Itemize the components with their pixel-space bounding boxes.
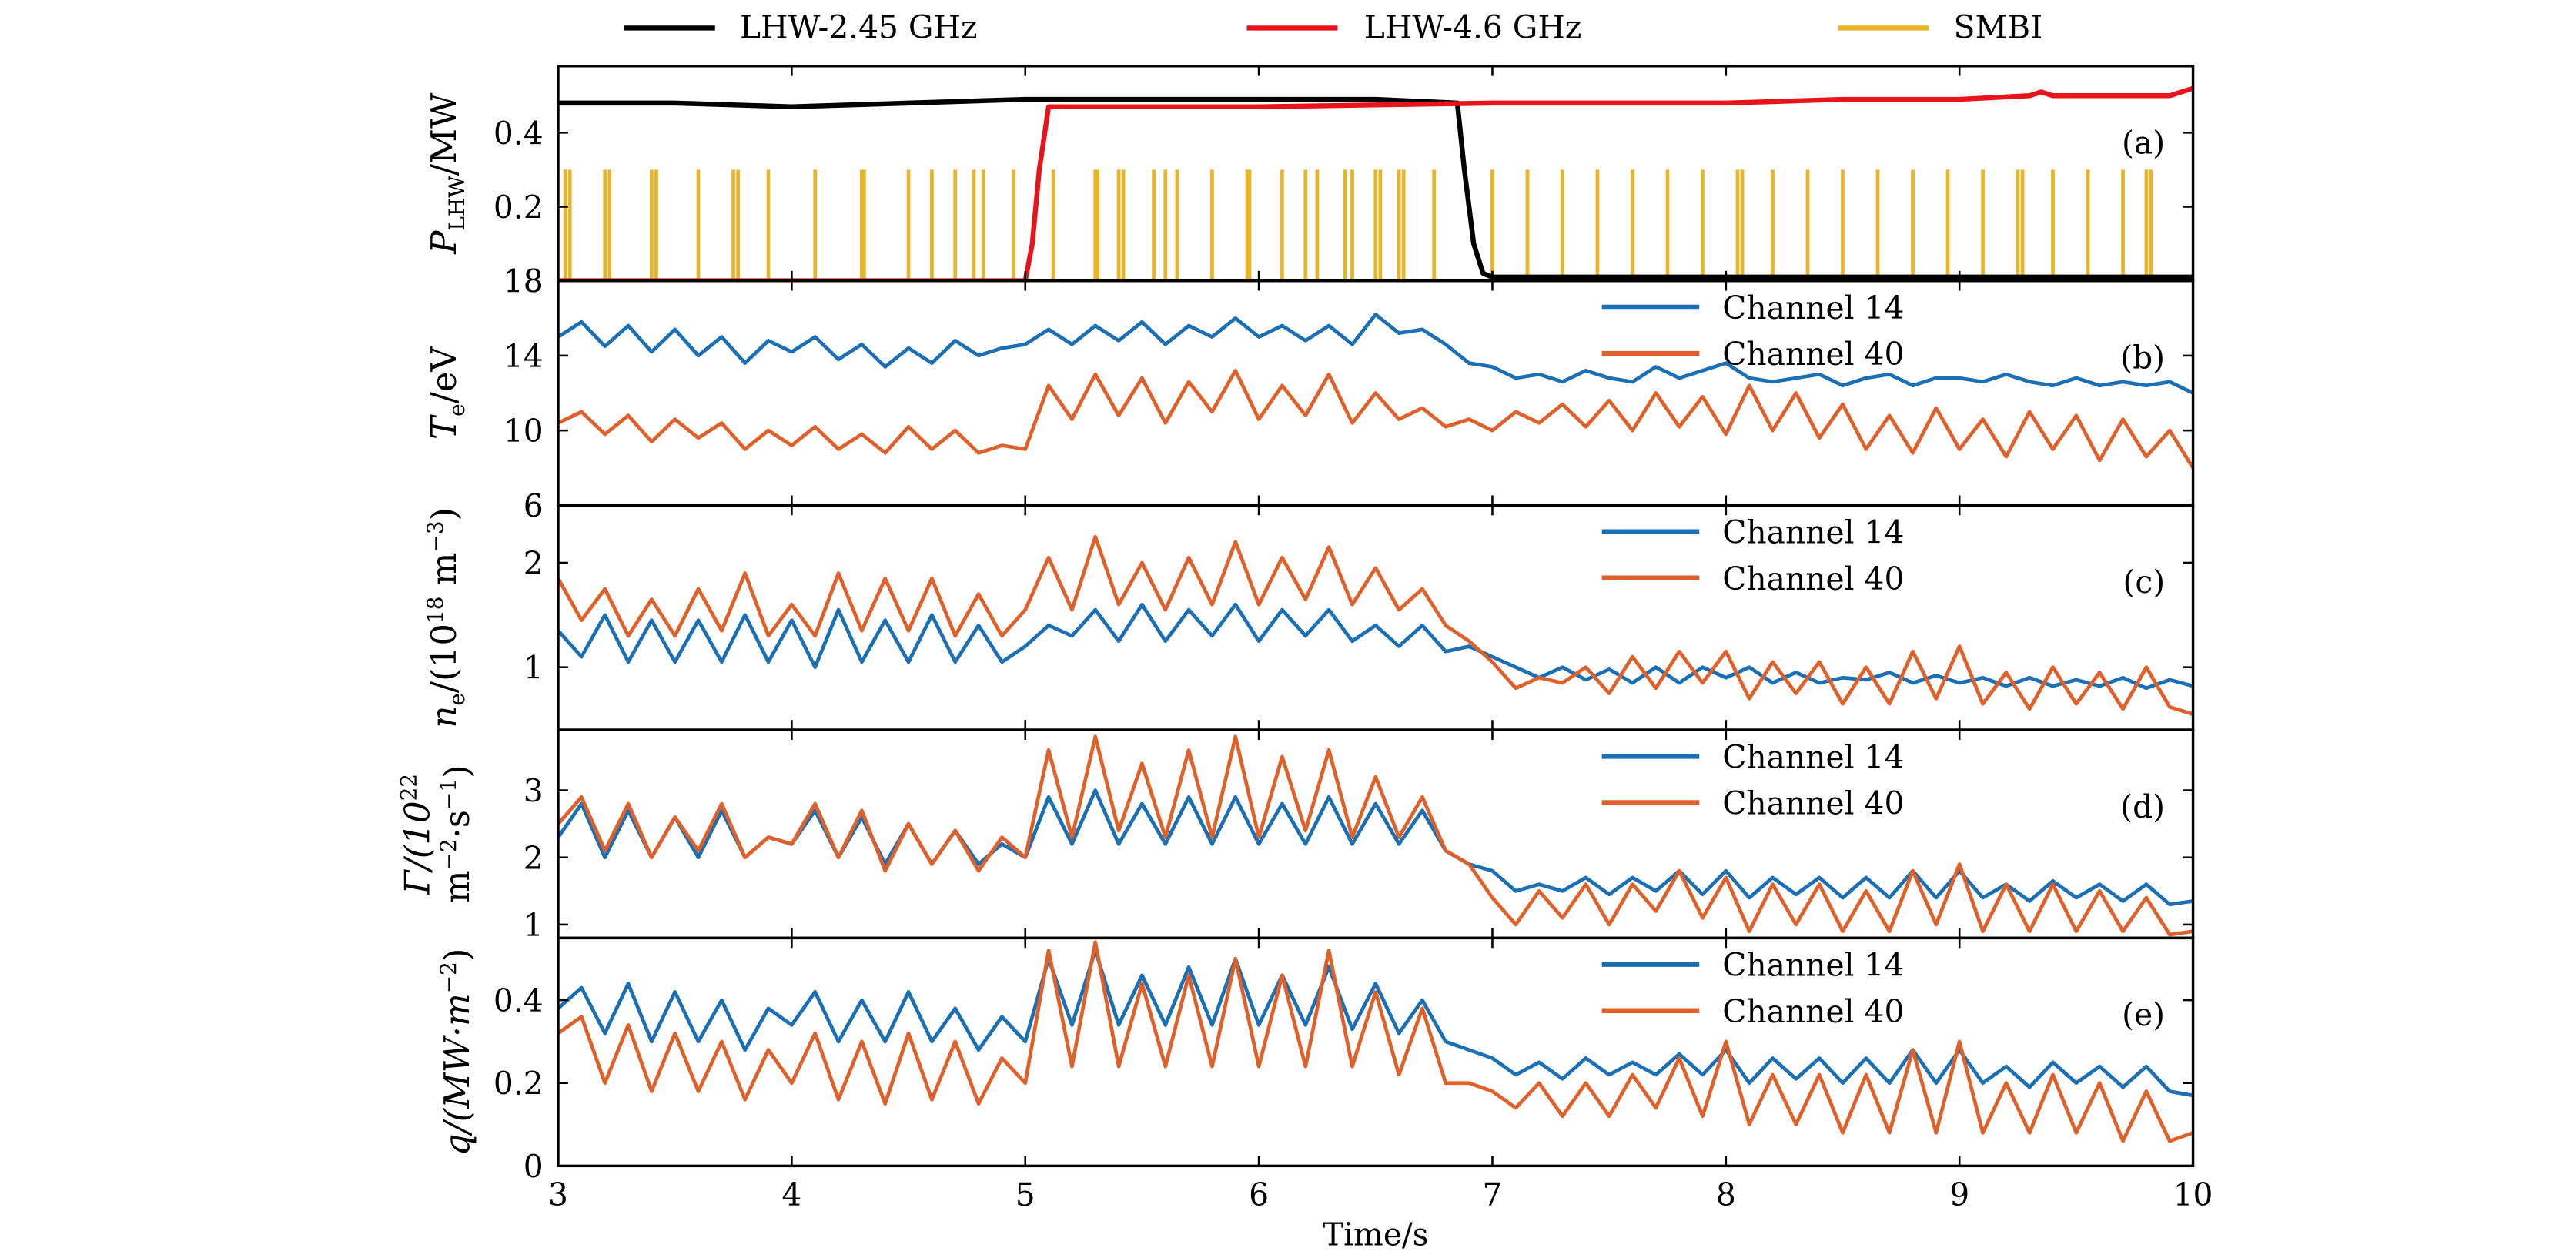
x-axis: 3 4 5 6 7 8 9 10 Time/s bbox=[548, 1176, 2213, 1253]
ytick-label-d-1: 2 bbox=[524, 840, 544, 877]
panel-tag-a: (a) bbox=[2122, 124, 2165, 161]
ytick-label-a-0: 0.4 bbox=[493, 115, 544, 152]
legend-label-b-0: Channel 14 bbox=[1722, 289, 1904, 326]
series-b-1 bbox=[558, 368, 2193, 469]
series-e-1 bbox=[558, 940, 2193, 1143]
frame-d bbox=[557, 728, 2195, 940]
xtick-label-7: 10 bbox=[2173, 1176, 2213, 1213]
legend-label-c-1: Channel 40 bbox=[1722, 560, 1904, 597]
legend-label-d-1: Channel 40 bbox=[1722, 785, 1904, 821]
panel-tag-b: (b) bbox=[2120, 339, 2165, 376]
legend-label-d-0: Channel 14 bbox=[1722, 738, 1904, 775]
xtick-label-0: 3 bbox=[548, 1176, 568, 1213]
panel-tag-e: (e) bbox=[2122, 996, 2165, 1033]
xtick-label-2: 5 bbox=[1015, 1176, 1035, 1213]
plot-area-c bbox=[558, 534, 2193, 716]
plot-area-b bbox=[558, 313, 2193, 469]
ytick-label-c-2: 1 bbox=[524, 650, 544, 687]
ytick-label-c-1: 2 bbox=[524, 545, 544, 582]
ylabel-e: q/(MW·m−2) bbox=[436, 949, 477, 1156]
legend-label-2: SMBI bbox=[1954, 8, 2043, 45]
panel-a: 0.4 0.2 18 (a) PLHW/MW bbox=[423, 65, 2195, 300]
ytick-label-a-2: 18 bbox=[503, 263, 544, 300]
xtick-label-5: 8 bbox=[1716, 1176, 1736, 1213]
legend-label-c-0: Channel 14 bbox=[1722, 514, 1904, 551]
ytick-label-b-1: 14 bbox=[503, 338, 544, 375]
legend-label-1: LHW-4.6 GHz bbox=[1364, 8, 1582, 45]
ytick-label-d-0: 3 bbox=[524, 773, 544, 810]
plot-area-d bbox=[558, 734, 2193, 937]
xtick-label-3: 6 bbox=[1249, 1176, 1269, 1213]
ytick-label-d-2: 1 bbox=[524, 907, 544, 944]
series-a-1 bbox=[558, 85, 2193, 281]
ylabel-d-2: m−2·s−1) bbox=[436, 765, 477, 903]
ytick-label-a-1: 0.2 bbox=[493, 189, 544, 226]
series-a-0 bbox=[558, 96, 2193, 280]
ytick-label-b-2: 10 bbox=[503, 413, 544, 450]
x-axis-label: Time/s bbox=[1323, 1216, 1429, 1253]
ytick-label-b-3: 6 bbox=[524, 487, 544, 524]
ylabel-c: ne/(1018 m−3) bbox=[423, 507, 470, 728]
figure-body: LHW-2.45 GHz LHW-4.6 GHz SMBI0.40.218(a)PL… bbox=[396, 8, 2213, 1253]
ytick-label-e-1: 0.2 bbox=[493, 1066, 544, 1102]
ytick-label-c-0: 6 bbox=[524, 487, 544, 524]
legend-label-e-1: Channel 40 bbox=[1722, 993, 1904, 1030]
series-c-1 bbox=[558, 534, 2193, 716]
legend-label-e-0: Channel 14 bbox=[1722, 947, 1904, 984]
xtick-label-6: 9 bbox=[1949, 1176, 1969, 1213]
xtick-label-1: 4 bbox=[781, 1176, 801, 1213]
panel-tag-c: (c) bbox=[2123, 564, 2165, 601]
series-e-0 bbox=[558, 949, 2193, 1098]
frame-e bbox=[557, 936, 2195, 1168]
panel-d: 3 2 1 (d) Channel 14 Channel 40 Γ/(1022m−2·s−1… bbox=[396, 728, 2195, 944]
ylabel-d-1: Γ/(1022 bbox=[396, 774, 438, 895]
ylabel-b: Te/eV bbox=[423, 346, 470, 440]
series-c-0 bbox=[558, 602, 2193, 691]
panel-e: 0.4 0.2 0 (e) Channel 14 Channel 40 q/(MW·m−2) bbox=[436, 936, 2195, 1185]
ytick-label-e-2: 0 bbox=[524, 1148, 544, 1185]
panel-c: 6 2 1 (c) Channel 14 Channel 40 ne/(1018 m−3) bbox=[423, 487, 2195, 731]
legend-label-b-1: Channel 40 bbox=[1722, 336, 1904, 373]
plot-area-a bbox=[558, 85, 2193, 281]
series-d-1 bbox=[558, 734, 2193, 937]
panel-tag-d: (d) bbox=[2120, 788, 2165, 825]
ylabel-a: PLHW/MW bbox=[423, 92, 470, 255]
series-b-0 bbox=[558, 313, 2193, 395]
ytick-label-e-0: 0.4 bbox=[493, 982, 544, 1019]
panel-b: 18 14 10 6 (b) Channel 14 Channel 40 Te/eV bbox=[423, 263, 2195, 524]
ytick-label-b-0: 18 bbox=[503, 263, 544, 300]
series-d-0 bbox=[558, 788, 2193, 907]
legend-label-0: LHW-2.45 GHz bbox=[740, 8, 978, 45]
xtick-label-4: 7 bbox=[1482, 1176, 1502, 1213]
plot-area-e bbox=[558, 940, 2193, 1143]
